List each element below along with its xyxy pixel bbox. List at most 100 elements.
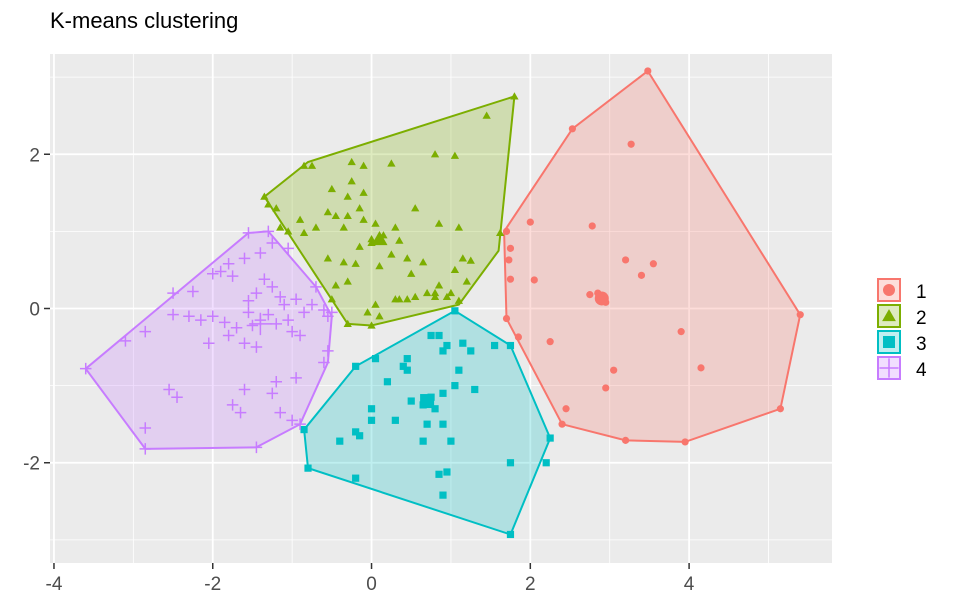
data-point-cluster-2 <box>434 281 444 289</box>
data-point-cluster-4 <box>310 281 322 293</box>
data-point-cluster-2 <box>323 207 333 216</box>
data-point-cluster-2 <box>407 269 416 277</box>
data-point-cluster-4 <box>250 441 263 454</box>
axes: -4 -2 0 2 4 -2 0 2 <box>23 145 695 595</box>
data-point-cluster-1 <box>637 271 646 279</box>
x-tick-label: -2 <box>204 574 221 595</box>
data-point-cluster-1 <box>502 227 511 235</box>
cluster-center-1 <box>594 291 609 306</box>
cluster-center-3 <box>420 394 435 409</box>
data-point-cluster-2 <box>351 259 360 267</box>
data-point-cluster-1 <box>526 218 534 226</box>
legend-label-4: 4 <box>916 360 927 381</box>
data-point-cluster-4 <box>318 304 330 316</box>
data-point-cluster-2 <box>434 219 444 227</box>
data-point-cluster-4 <box>274 406 286 419</box>
data-point-cluster-4 <box>282 242 294 255</box>
data-point-cluster-1 <box>621 256 630 264</box>
data-point-cluster-1 <box>681 438 689 446</box>
data-point-cluster-4 <box>266 237 279 249</box>
data-point-cluster-2 <box>359 215 368 223</box>
data-point-cluster-3 <box>300 425 308 434</box>
data-point-cluster-2 <box>403 254 412 262</box>
data-point-cluster-2 <box>450 151 460 159</box>
data-point-cluster-4 <box>222 329 235 342</box>
data-point-cluster-1 <box>602 384 610 392</box>
data-point-cluster-3 <box>403 366 411 374</box>
data-point-cluster-4 <box>139 422 152 434</box>
data-point-cluster-3 <box>399 362 407 370</box>
data-point-cluster-4 <box>250 287 263 299</box>
data-point-cluster-4 <box>238 252 251 265</box>
data-point-cluster-3 <box>467 347 475 355</box>
data-point-cluster-2 <box>422 288 432 297</box>
data-point-cluster-4 <box>187 285 199 298</box>
data-point-cluster-4 <box>254 247 267 259</box>
data-point-cluster-2 <box>327 184 336 193</box>
data-point-cluster-2 <box>375 261 384 270</box>
grid-lines <box>50 54 832 563</box>
data-point-cluster-3 <box>435 470 443 478</box>
data-point-cluster-4 <box>290 372 302 384</box>
data-point-cluster-3 <box>371 355 380 363</box>
data-point-cluster-4 <box>139 325 152 338</box>
data-point-cluster-2 <box>403 295 412 303</box>
data-point-cluster-1 <box>627 140 635 148</box>
data-point-cluster-4 <box>226 270 239 282</box>
data-points <box>79 67 804 539</box>
data-point-cluster-3 <box>490 341 499 350</box>
data-point-cluster-3 <box>367 416 376 424</box>
data-point-cluster-4 <box>326 306 338 319</box>
legend: 1 2 3 4 <box>877 278 927 381</box>
data-point-cluster-4 <box>298 306 310 319</box>
data-point-cluster-4 <box>270 318 283 330</box>
data-point-cluster-2 <box>264 200 273 208</box>
cluster-hull-1 <box>503 69 802 443</box>
data-point-cluster-2 <box>339 258 348 266</box>
legend-label-2: 2 <box>916 308 927 329</box>
data-point-cluster-4 <box>167 287 179 299</box>
data-point-cluster-3 <box>352 474 360 482</box>
data-point-cluster-3 <box>427 331 435 340</box>
data-point-cluster-3 <box>459 339 467 347</box>
data-point-cluster-2 <box>430 150 440 158</box>
data-point-cluster-1 <box>621 436 630 444</box>
data-point-cluster-1 <box>558 420 566 428</box>
data-point-cluster-4 <box>266 387 279 400</box>
data-point-cluster-4 <box>238 383 251 396</box>
data-point-cluster-4 <box>206 310 219 322</box>
data-point-cluster-3 <box>443 468 451 476</box>
data-point-cluster-1 <box>610 366 618 374</box>
data-point-cluster-2 <box>418 258 428 266</box>
data-point-cluster-1 <box>588 222 596 230</box>
data-point-cluster-2 <box>343 192 352 200</box>
y-tick-label: 2 <box>29 145 40 166</box>
legend-symbol-4 <box>879 358 899 378</box>
data-point-cluster-1 <box>644 67 652 75</box>
data-point-cluster-4 <box>206 268 219 280</box>
data-point-cluster-4 <box>258 273 271 285</box>
data-point-cluster-1 <box>697 364 705 372</box>
cluster-center-2 <box>371 231 388 246</box>
data-point-cluster-2 <box>387 250 396 258</box>
data-point-cluster-4 <box>318 356 330 369</box>
data-point-cluster-2 <box>355 242 364 250</box>
data-point-cluster-3 <box>367 405 376 413</box>
data-point-cluster-3 <box>403 355 411 363</box>
data-point-cluster-3 <box>455 366 463 374</box>
data-point-cluster-4 <box>306 298 318 311</box>
data-point-cluster-2 <box>387 159 396 167</box>
data-point-cluster-2 <box>462 277 471 285</box>
data-point-cluster-2 <box>355 204 364 212</box>
data-point-cluster-4 <box>270 376 283 388</box>
data-point-cluster-2 <box>323 254 333 262</box>
data-point-cluster-3 <box>419 437 427 445</box>
data-point-cluster-3 <box>471 385 479 394</box>
data-point-cluster-2 <box>375 312 384 320</box>
data-point-cluster-1 <box>796 311 804 319</box>
data-point-cluster-4 <box>286 325 298 338</box>
data-point-cluster-2 <box>347 177 356 185</box>
data-point-cluster-2 <box>276 223 285 231</box>
data-point-cluster-2 <box>331 281 340 289</box>
